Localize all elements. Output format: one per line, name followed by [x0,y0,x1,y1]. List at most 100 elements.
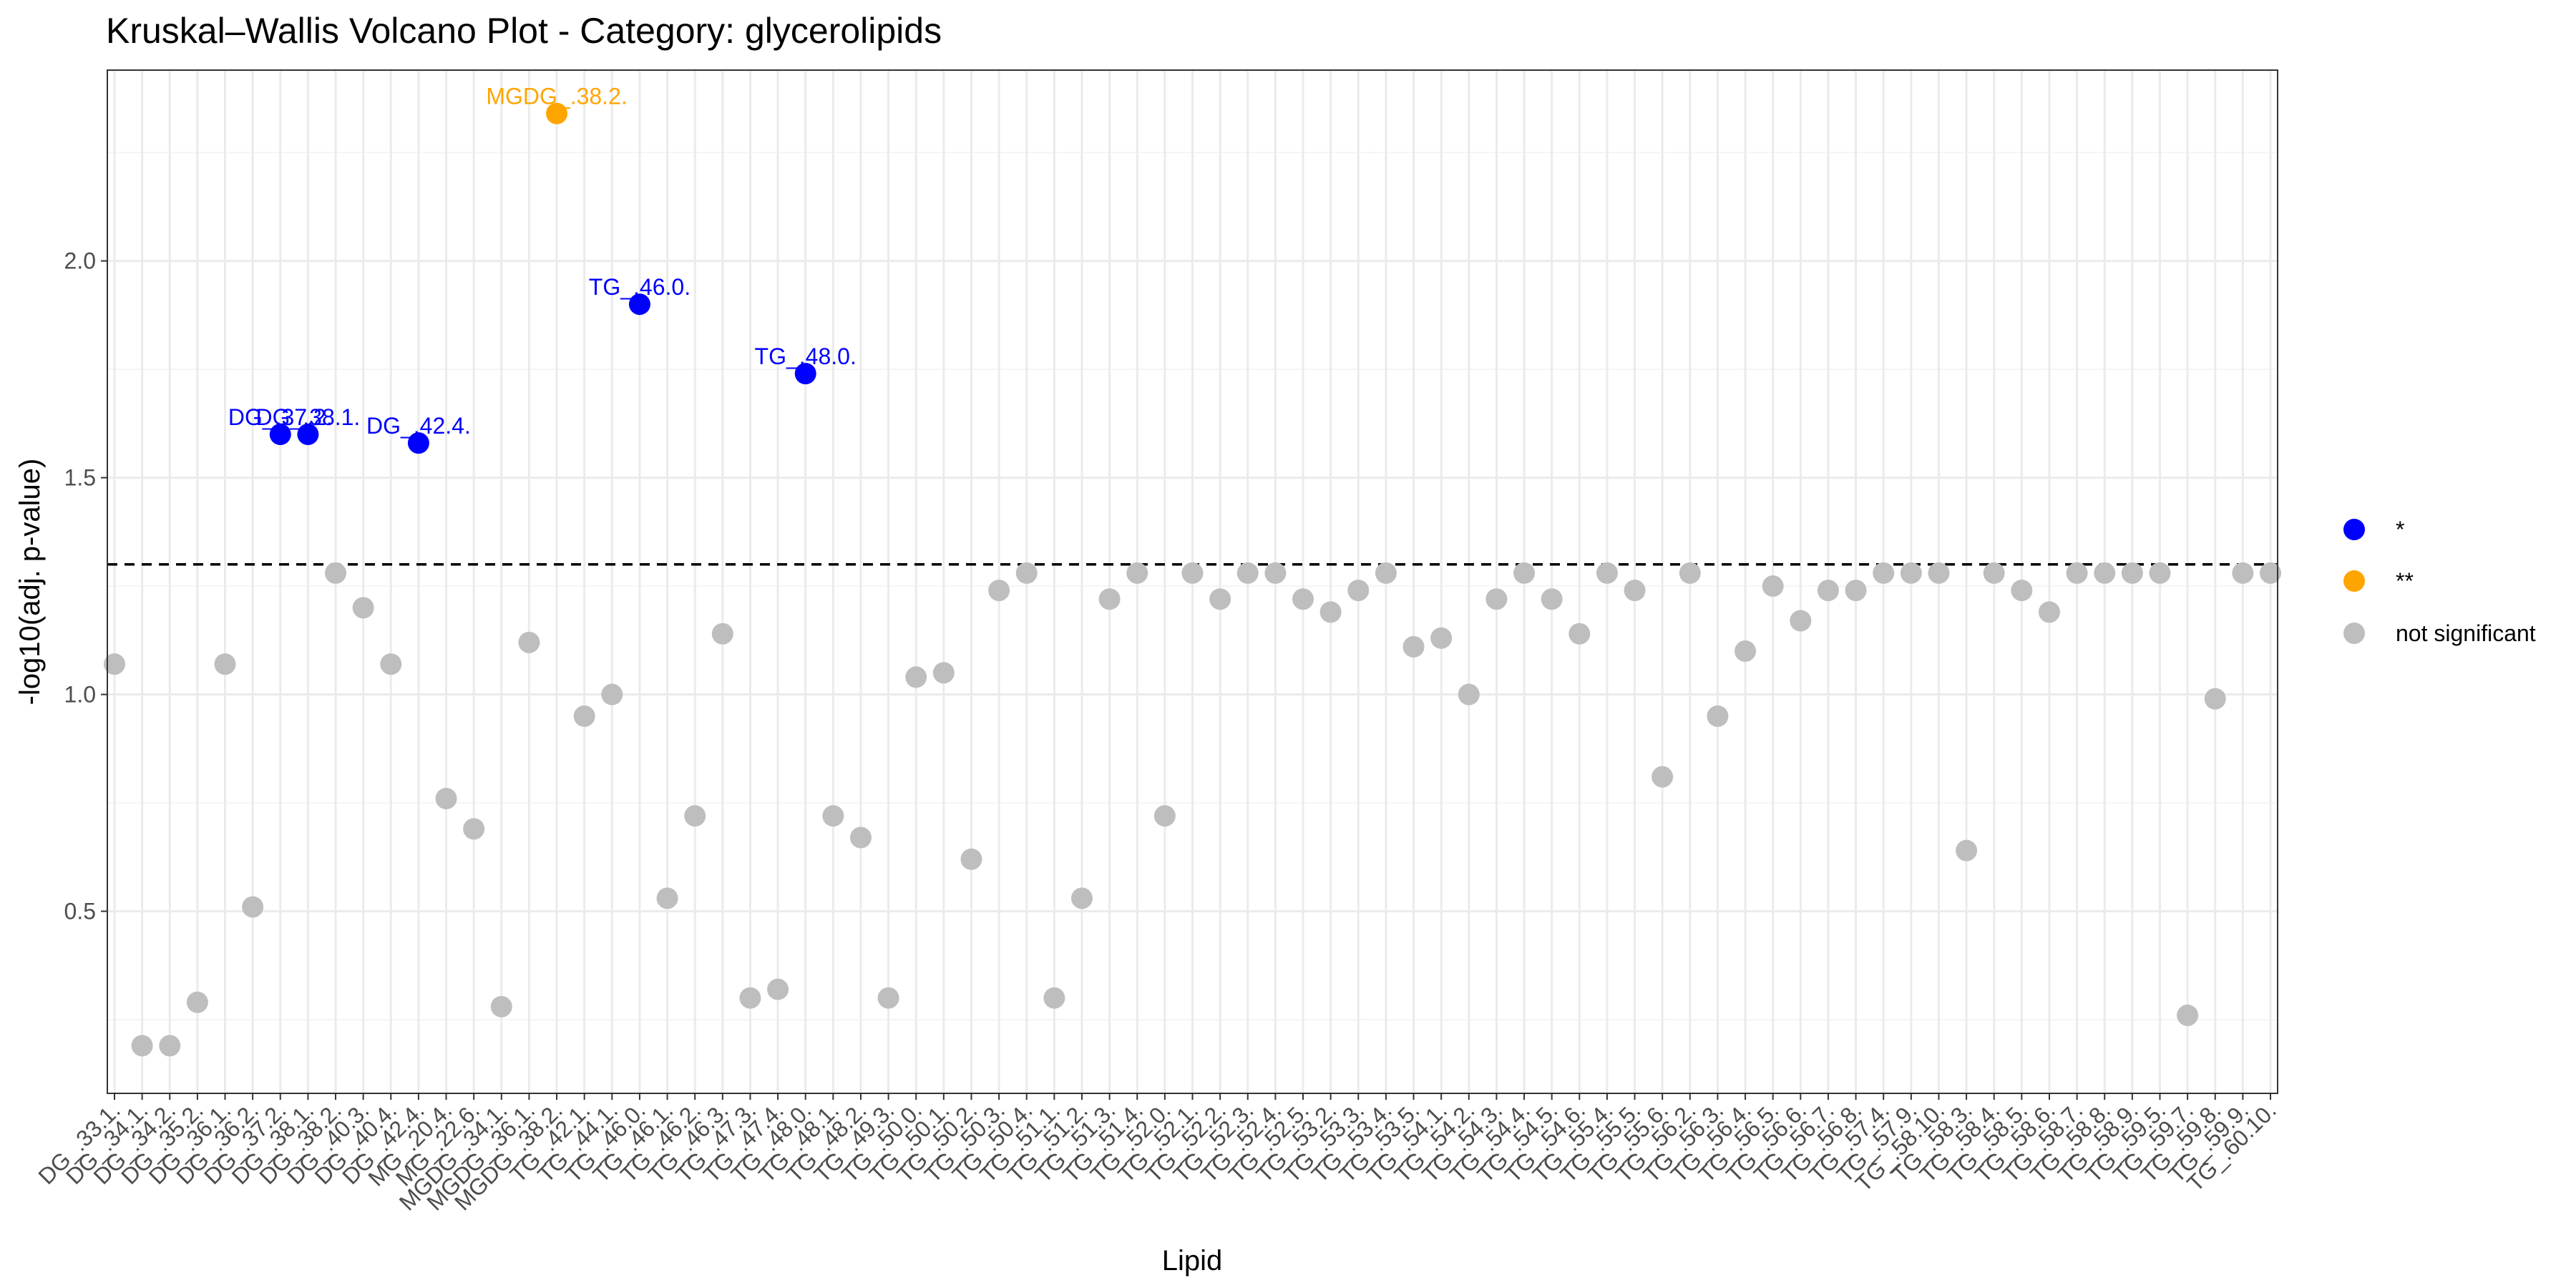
x-axis: DG_.33.1.DG_.34.1.DG_.34.2.DG_.35.2.DG_.… [33,1093,2281,1216]
data-point [573,705,595,727]
data-point [988,580,1010,602]
data-point [214,653,236,675]
data-point [1098,588,1121,610]
data-point [463,818,485,840]
data-point [1845,580,1867,602]
data-point [1679,562,1701,584]
point-annotation: TG_.48.0. [755,343,857,369]
data-point [711,623,733,645]
data-point [601,683,623,706]
data-point [1015,562,1038,584]
data-point [1956,839,1978,862]
data-point [877,987,899,1009]
y-tick-label: 1.0 [64,682,96,708]
data-point [1153,805,1176,827]
data-point [1181,562,1204,584]
data-point [1900,562,1922,584]
data-point [1735,640,1757,662]
legend-key [2343,623,2365,644]
legend-label: * [2396,517,2404,542]
y-axis-title: -log10(adj. p-value) [14,459,46,706]
data-point [297,423,319,445]
data-point [159,1035,181,1057]
data-point [794,363,816,385]
data-point [1762,575,1784,597]
data-point [352,597,374,619]
data-point [1292,588,1314,610]
data-point [2177,1004,2199,1026]
data-point [435,787,457,809]
legend-label: ** [2396,568,2414,594]
data-point [1790,610,1812,632]
data-point [490,995,512,1018]
point-annotation: TG_.46.0. [589,274,691,300]
y-tick-label: 2.0 [64,248,96,274]
chart-title: Kruskal–Wallis Volcano Plot - Category: … [106,11,942,51]
data-point [1209,588,1231,610]
data-point [104,653,125,675]
data-point [1458,683,1480,706]
data-point [1652,766,1674,788]
data-point [739,987,761,1009]
y-tick-label: 1.5 [64,465,96,491]
legend-label: not significant [2396,620,2536,646]
data-point [2038,601,2060,623]
data-point [242,896,264,918]
data-point [1126,562,1148,584]
data-point [1319,601,1342,623]
data-point [269,423,291,445]
legend: ***not significant [2343,517,2536,646]
data-point [2094,562,2116,584]
data-point [1596,562,1618,584]
point-labels: DG_.37.2.DG_.38.1. DG_.42.4. MGDG_.38.2. TG… [228,84,857,439]
data-point [2011,580,2033,602]
data-point [380,653,402,675]
data-point [2260,562,2281,584]
data-point [1236,562,1259,584]
data-point [2232,562,2254,584]
point-annotation: DG_.38.1. [255,404,360,430]
data-point [656,887,678,909]
legend-key [2343,519,2365,540]
point-annotation: DG_.42.4. [366,413,471,439]
data-point [1873,562,1895,584]
data-point [822,805,844,827]
data-point [1264,562,1287,584]
data-point [546,102,568,125]
data-point [2066,562,2088,584]
data-point [1541,588,1563,610]
data-point [767,978,789,1000]
data-point [407,432,429,454]
data-point [1707,705,1729,727]
y-axis: 0.5 1.0 1.5 2.0 [64,248,107,924]
point-annotation: MGDG_.38.2. [486,84,627,109]
data-point [1568,623,1591,645]
data-point [932,662,955,684]
data-point [960,848,982,870]
data-point [1485,588,1508,610]
data-points [104,102,2281,1057]
data-point [325,562,347,584]
data-point [2204,688,2226,710]
data-point [1513,562,1536,584]
data-point [1070,887,1093,909]
data-point [684,805,706,827]
data-point [2149,562,2171,584]
data-point [1347,580,1370,602]
data-point [1402,635,1425,658]
data-point [131,1035,153,1057]
point-annotation: DG_.37.2. [228,404,333,430]
data-point [628,293,650,316]
data-point [1430,627,1453,649]
data-point [1817,580,1839,602]
data-point [186,991,208,1013]
data-point [1043,987,1065,1009]
legend-key [2343,570,2365,592]
data-point [2121,562,2143,584]
data-point [1624,580,1646,602]
x-axis-title: Lipid [1162,1245,1223,1277]
data-point [905,666,927,688]
data-point [849,826,872,849]
y-tick-label: 0.5 [64,899,96,924]
